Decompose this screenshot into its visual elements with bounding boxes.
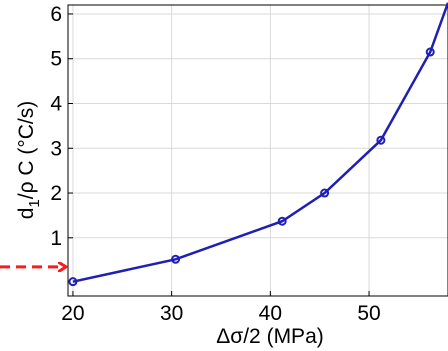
y-tick-label: 2 (50, 182, 62, 205)
y-tick-label: 5 (50, 48, 62, 71)
grid (68, 5, 448, 296)
x-tick-label: 30 (160, 302, 183, 325)
plot-frame (67, 4, 448, 297)
y-axis-label: d1/ρ C (°C/s) (15, 101, 43, 220)
data-point (171, 254, 181, 264)
y-tick-label: 6 (50, 3, 62, 26)
series-line (72, 2, 448, 283)
data-point (376, 135, 386, 145)
x-tick-label: 50 (357, 302, 380, 325)
series (68, 2, 448, 287)
y-tick-label: 4 (50, 92, 62, 115)
y-axis-label-sub: 1 (26, 199, 43, 207)
data-point (277, 216, 287, 226)
y-tick-label: 3 (50, 137, 62, 160)
x-tick-label: 20 (61, 302, 84, 325)
x-tick-label: 40 (259, 302, 282, 325)
data-point (68, 277, 78, 287)
y-axis-label-post: /ρ C (°C/s) (15, 101, 38, 200)
ticks: 20 30 40 50 1 2 3 4 5 6 (50, 3, 380, 325)
x-axis-label: Δσ/2 (MPa) (216, 325, 324, 348)
y-tick-label: 1 (50, 227, 62, 250)
data-point (320, 188, 330, 198)
data-point (425, 47, 435, 57)
y-axis-label-pre: d (15, 208, 38, 220)
